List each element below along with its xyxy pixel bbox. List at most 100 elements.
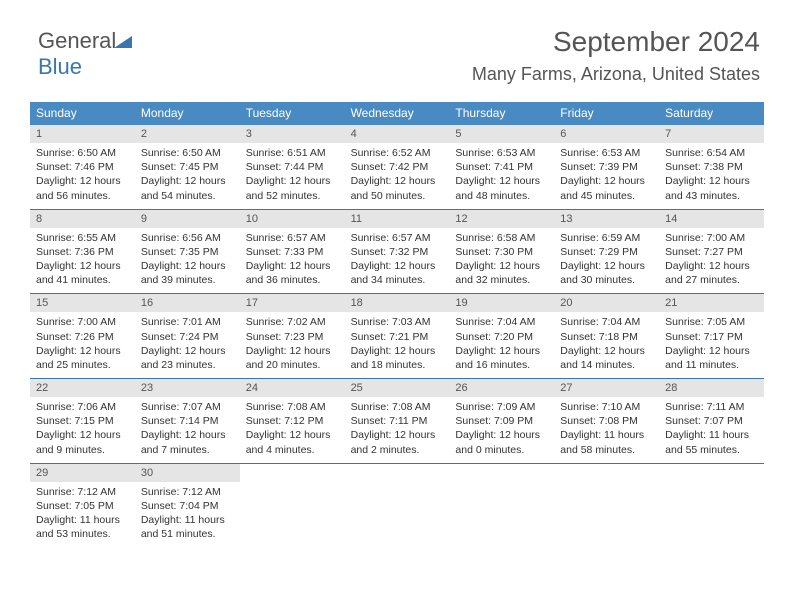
- day-details: Sunrise: 6:53 AMSunset: 7:41 PMDaylight:…: [449, 143, 554, 209]
- day-details: Sunrise: 6:57 AMSunset: 7:33 PMDaylight:…: [240, 228, 345, 294]
- day-number: 1: [30, 125, 135, 143]
- weekday-thursday: Thursday: [449, 102, 554, 125]
- day-details: Sunrise: 7:05 AMSunset: 7:17 PMDaylight:…: [659, 312, 764, 378]
- calendar-cell: 26Sunrise: 7:09 AMSunset: 7:09 PMDayligh…: [449, 379, 554, 463]
- day-number: 27: [554, 379, 659, 397]
- sunset-text: Sunset: 7:17 PM: [665, 330, 758, 344]
- calendar-week: 8Sunrise: 6:55 AMSunset: 7:36 PMDaylight…: [30, 210, 764, 295]
- day-details: Sunrise: 7:09 AMSunset: 7:09 PMDaylight:…: [449, 397, 554, 463]
- weekday-header: Sunday Monday Tuesday Wednesday Thursday…: [30, 102, 764, 125]
- sunset-text: Sunset: 7:45 PM: [141, 160, 234, 174]
- sunset-text: Sunset: 7:20 PM: [455, 330, 548, 344]
- sunrise-text: Sunrise: 7:10 AM: [560, 400, 653, 414]
- day-number: 16: [135, 294, 240, 312]
- calendar-week: 1Sunrise: 6:50 AMSunset: 7:46 PMDaylight…: [30, 125, 764, 210]
- sunset-text: Sunset: 7:27 PM: [665, 245, 758, 259]
- daylight-text: Daylight: 12 hours and 7 minutes.: [141, 428, 234, 456]
- daylight-text: Daylight: 11 hours and 53 minutes.: [36, 513, 129, 541]
- day-details: Sunrise: 7:02 AMSunset: 7:23 PMDaylight:…: [240, 312, 345, 378]
- sunset-text: Sunset: 7:08 PM: [560, 414, 653, 428]
- sunset-text: Sunset: 7:18 PM: [560, 330, 653, 344]
- sunrise-text: Sunrise: 7:02 AM: [246, 315, 339, 329]
- day-number: 9: [135, 210, 240, 228]
- sunset-text: Sunset: 7:26 PM: [36, 330, 129, 344]
- daylight-text: Daylight: 12 hours and 50 minutes.: [351, 174, 444, 202]
- sunset-text: Sunset: 7:14 PM: [141, 414, 234, 428]
- calendar-cell: [345, 464, 450, 548]
- sunrise-text: Sunrise: 7:08 AM: [246, 400, 339, 414]
- daylight-text: Daylight: 11 hours and 51 minutes.: [141, 513, 234, 541]
- day-number: 18: [345, 294, 450, 312]
- calendar-cell: 6Sunrise: 6:53 AMSunset: 7:39 PMDaylight…: [554, 125, 659, 209]
- sunset-text: Sunset: 7:32 PM: [351, 245, 444, 259]
- day-details: Sunrise: 7:06 AMSunset: 7:15 PMDaylight:…: [30, 397, 135, 463]
- day-number: 29: [30, 464, 135, 482]
- day-details: Sunrise: 6:59 AMSunset: 7:29 PMDaylight:…: [554, 228, 659, 294]
- day-number: 23: [135, 379, 240, 397]
- day-number: 13: [554, 210, 659, 228]
- daylight-text: Daylight: 12 hours and 9 minutes.: [36, 428, 129, 456]
- daylight-text: Daylight: 12 hours and 27 minutes.: [665, 259, 758, 287]
- sunset-text: Sunset: 7:35 PM: [141, 245, 234, 259]
- sunrise-text: Sunrise: 7:04 AM: [560, 315, 653, 329]
- sunset-text: Sunset: 7:09 PM: [455, 414, 548, 428]
- sunset-text: Sunset: 7:05 PM: [36, 499, 129, 513]
- day-details: Sunrise: 7:10 AMSunset: 7:08 PMDaylight:…: [554, 397, 659, 463]
- sunrise-text: Sunrise: 6:56 AM: [141, 231, 234, 245]
- daylight-text: Daylight: 12 hours and 0 minutes.: [455, 428, 548, 456]
- sunrise-text: Sunrise: 6:57 AM: [246, 231, 339, 245]
- sunrise-text: Sunrise: 6:50 AM: [141, 146, 234, 160]
- day-details: Sunrise: 6:53 AMSunset: 7:39 PMDaylight:…: [554, 143, 659, 209]
- sunrise-text: Sunrise: 6:59 AM: [560, 231, 653, 245]
- day-details: Sunrise: 7:11 AMSunset: 7:07 PMDaylight:…: [659, 397, 764, 463]
- calendar-cell: 8Sunrise: 6:55 AMSunset: 7:36 PMDaylight…: [30, 210, 135, 294]
- sunset-text: Sunset: 7:30 PM: [455, 245, 548, 259]
- calendar-cell: 20Sunrise: 7:04 AMSunset: 7:18 PMDayligh…: [554, 294, 659, 378]
- day-details: Sunrise: 7:00 AMSunset: 7:26 PMDaylight:…: [30, 312, 135, 378]
- sunrise-text: Sunrise: 6:52 AM: [351, 146, 444, 160]
- sunrise-text: Sunrise: 6:53 AM: [455, 146, 548, 160]
- calendar-cell: 23Sunrise: 7:07 AMSunset: 7:14 PMDayligh…: [135, 379, 240, 463]
- page-title: September 2024: [553, 26, 760, 58]
- sunset-text: Sunset: 7:33 PM: [246, 245, 339, 259]
- day-details: Sunrise: 7:12 AMSunset: 7:05 PMDaylight:…: [30, 482, 135, 548]
- daylight-text: Daylight: 12 hours and 2 minutes.: [351, 428, 444, 456]
- sunset-text: Sunset: 7:11 PM: [351, 414, 444, 428]
- day-number: 3: [240, 125, 345, 143]
- sunset-text: Sunset: 7:42 PM: [351, 160, 444, 174]
- day-number: [659, 464, 764, 470]
- calendar-cell: 10Sunrise: 6:57 AMSunset: 7:33 PMDayligh…: [240, 210, 345, 294]
- day-details: Sunrise: 7:04 AMSunset: 7:18 PMDaylight:…: [554, 312, 659, 378]
- sunrise-text: Sunrise: 6:57 AM: [351, 231, 444, 245]
- daylight-text: Daylight: 12 hours and 39 minutes.: [141, 259, 234, 287]
- day-details: Sunrise: 6:50 AMSunset: 7:45 PMDaylight:…: [135, 143, 240, 209]
- sunrise-text: Sunrise: 7:00 AM: [36, 315, 129, 329]
- sunset-text: Sunset: 7:07 PM: [665, 414, 758, 428]
- calendar-cell: 21Sunrise: 7:05 AMSunset: 7:17 PMDayligh…: [659, 294, 764, 378]
- sunset-text: Sunset: 7:44 PM: [246, 160, 339, 174]
- daylight-text: Daylight: 12 hours and 41 minutes.: [36, 259, 129, 287]
- day-number: 11: [345, 210, 450, 228]
- day-number: 19: [449, 294, 554, 312]
- sunset-text: Sunset: 7:23 PM: [246, 330, 339, 344]
- sunrise-text: Sunrise: 7:05 AM: [665, 315, 758, 329]
- calendar-cell: 11Sunrise: 6:57 AMSunset: 7:32 PMDayligh…: [345, 210, 450, 294]
- calendar-cell: 30Sunrise: 7:12 AMSunset: 7:04 PMDayligh…: [135, 464, 240, 548]
- day-number: 5: [449, 125, 554, 143]
- calendar-cell: 19Sunrise: 7:04 AMSunset: 7:20 PMDayligh…: [449, 294, 554, 378]
- weekday-sunday: Sunday: [30, 102, 135, 125]
- sunrise-text: Sunrise: 6:53 AM: [560, 146, 653, 160]
- calendar-cell: 22Sunrise: 7:06 AMSunset: 7:15 PMDayligh…: [30, 379, 135, 463]
- calendar-cell: 16Sunrise: 7:01 AMSunset: 7:24 PMDayligh…: [135, 294, 240, 378]
- sunrise-text: Sunrise: 7:04 AM: [455, 315, 548, 329]
- daylight-text: Daylight: 12 hours and 45 minutes.: [560, 174, 653, 202]
- sunset-text: Sunset: 7:24 PM: [141, 330, 234, 344]
- day-details: Sunrise: 6:54 AMSunset: 7:38 PMDaylight:…: [659, 143, 764, 209]
- daylight-text: Daylight: 12 hours and 18 minutes.: [351, 344, 444, 372]
- calendar-week: 15Sunrise: 7:00 AMSunset: 7:26 PMDayligh…: [30, 294, 764, 379]
- sunset-text: Sunset: 7:21 PM: [351, 330, 444, 344]
- calendar-cell: 28Sunrise: 7:11 AMSunset: 7:07 PMDayligh…: [659, 379, 764, 463]
- daylight-text: Daylight: 12 hours and 20 minutes.: [246, 344, 339, 372]
- sunset-text: Sunset: 7:15 PM: [36, 414, 129, 428]
- day-details: Sunrise: 6:50 AMSunset: 7:46 PMDaylight:…: [30, 143, 135, 209]
